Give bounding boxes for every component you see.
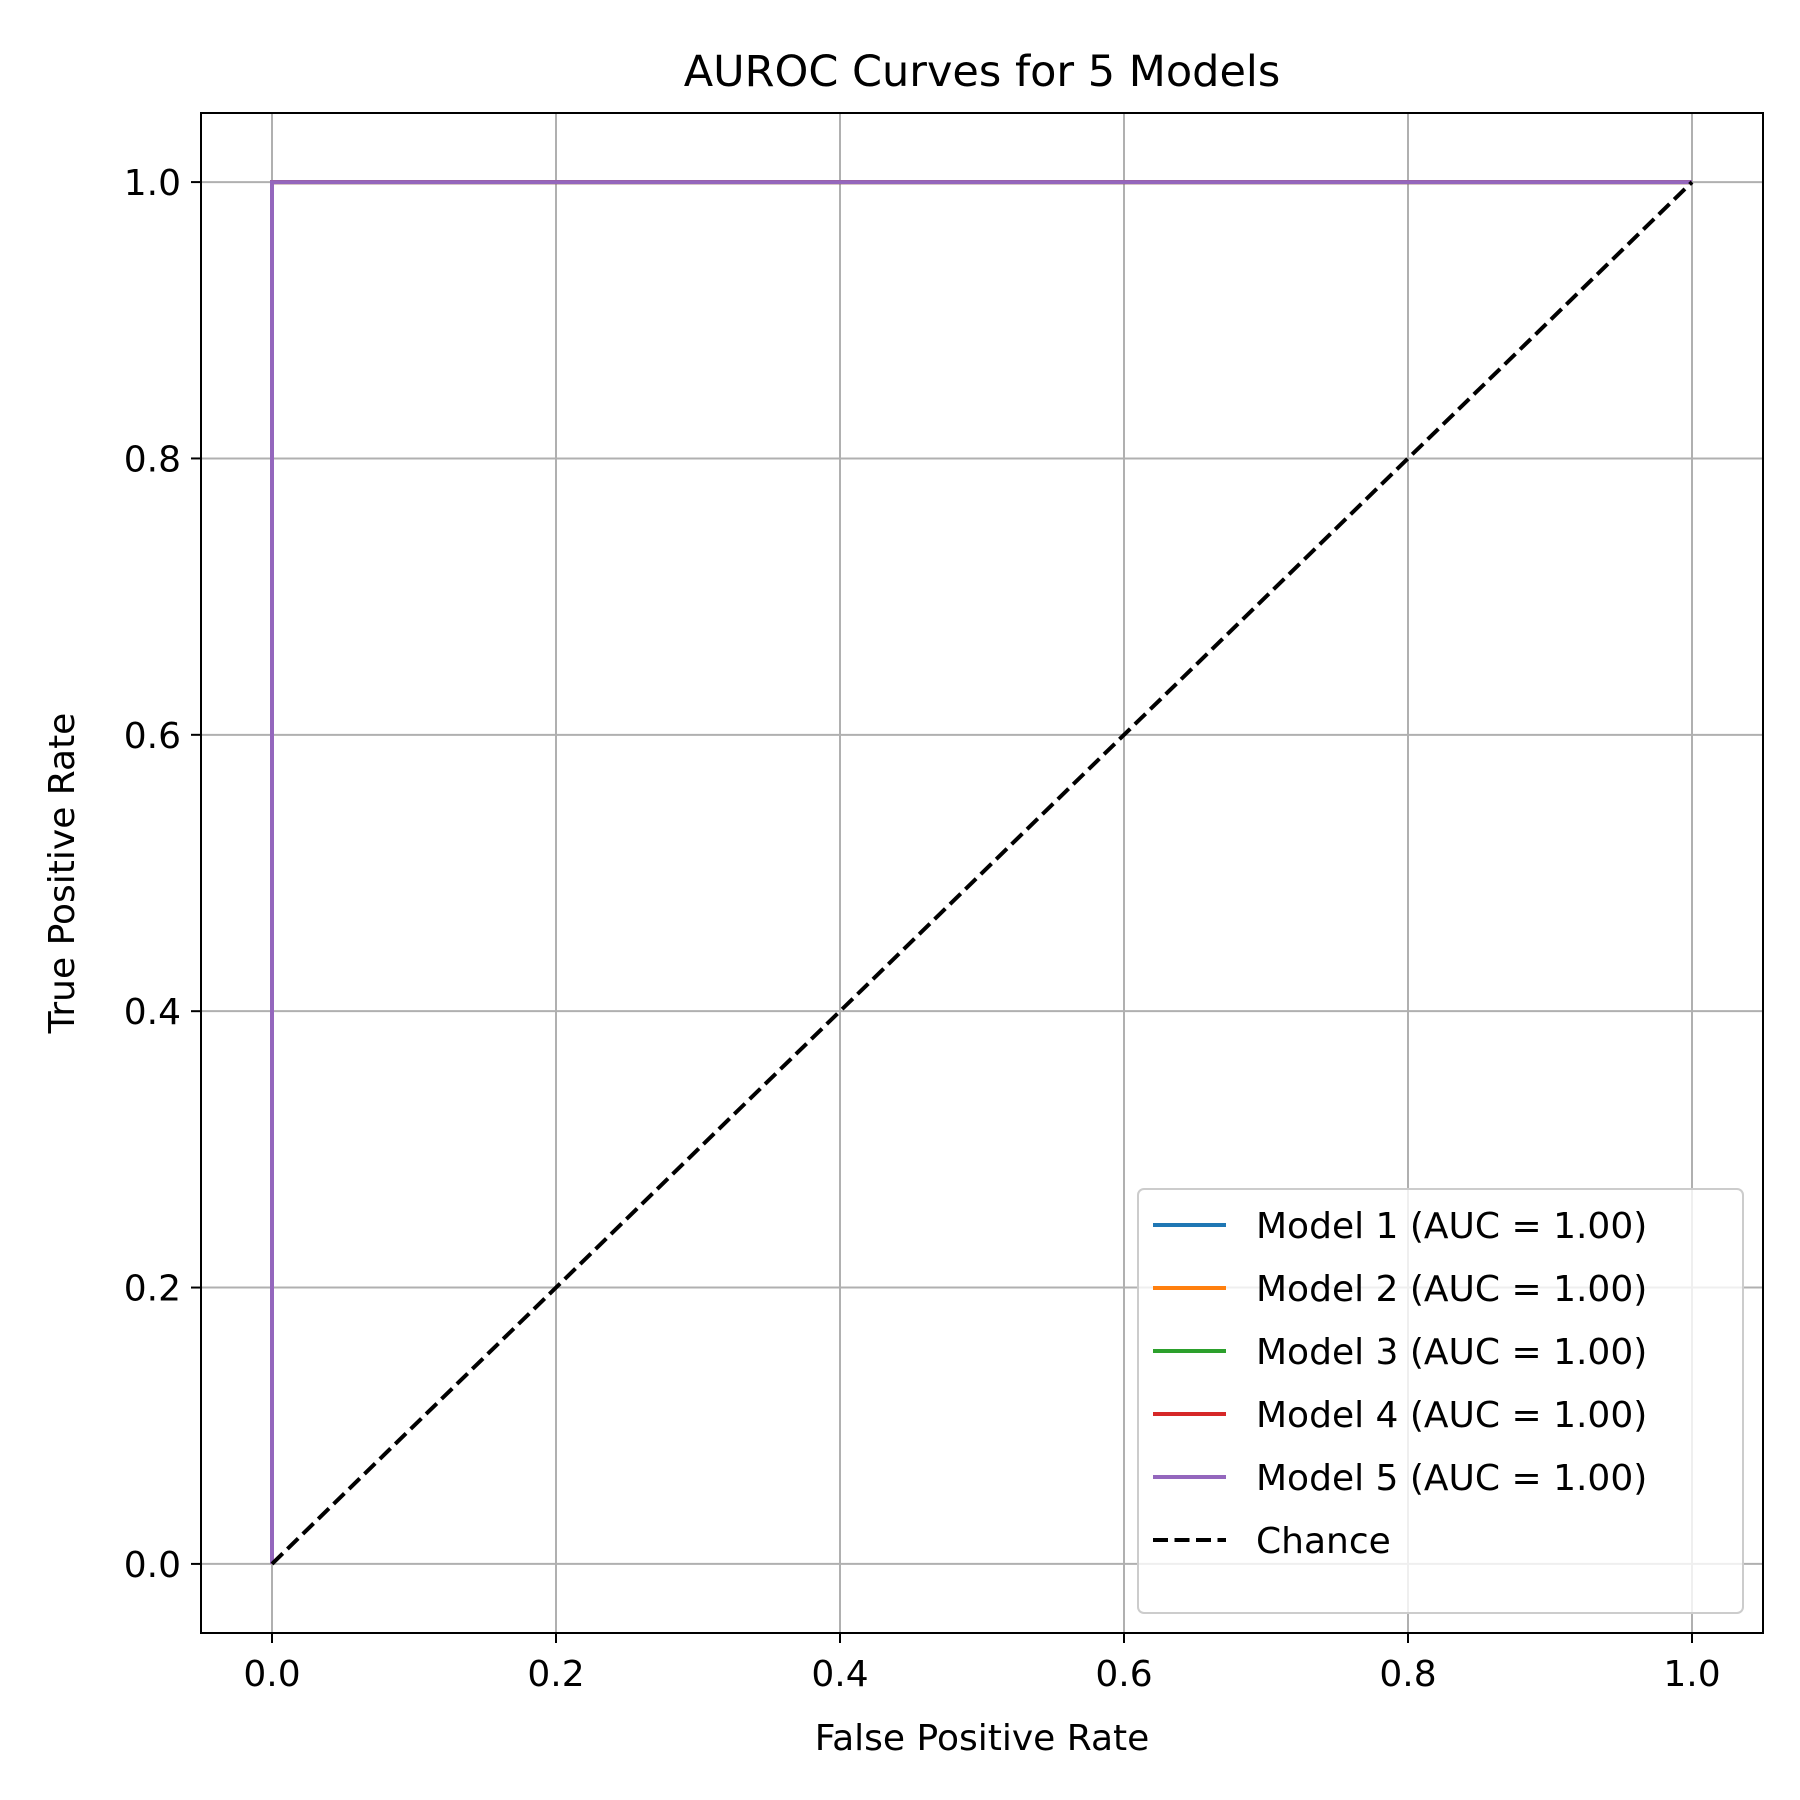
y-tick-label: 0.0 bbox=[124, 1545, 181, 1586]
legend-label-model-3-auc-1-00: Model 3 (AUC = 1.00) bbox=[1256, 1332, 1647, 1373]
x-axis-label: False Positive Rate bbox=[815, 1718, 1150, 1759]
y-tick-label: 0.4 bbox=[124, 992, 181, 1033]
series-line-model-5-auc-1-00 bbox=[270, 180, 1692, 1564]
legend-label-model-2-auc-1-00: Model 2 (AUC = 1.00) bbox=[1256, 1269, 1647, 1310]
plot-frame bbox=[200, 112, 1764, 1634]
x-tick-label: 0.2 bbox=[527, 1654, 584, 1695]
series-line-chance bbox=[270, 180, 1694, 1566]
chart-title: AUROC Curves for 5 Models bbox=[684, 47, 1281, 97]
x-tick-label: 0.4 bbox=[811, 1654, 868, 1695]
x-tick-label: 0.0 bbox=[243, 1654, 300, 1695]
legend-label-model-5-auc-1-00: Model 5 (AUC = 1.00) bbox=[1256, 1458, 1647, 1499]
x-tick-label: 1.0 bbox=[1663, 1654, 1720, 1695]
y-tick-label: 0.6 bbox=[124, 716, 181, 757]
axis-ticks: 0.0 0.2 0.4 0.6 0.8 1.0 0.0 0.2 0.4 0.6 0.8 1.0 bbox=[124, 163, 1721, 1695]
grid-lines bbox=[201, 113, 1763, 1633]
x-tick-label: 0.6 bbox=[1095, 1654, 1152, 1695]
y-tick-label: 0.8 bbox=[124, 439, 181, 480]
y-tick-label: 1.0 bbox=[124, 163, 181, 204]
legend-box bbox=[1137, 1188, 1744, 1614]
legend-label-model-4-auc-1-00: Model 4 (AUC = 1.00) bbox=[1256, 1395, 1647, 1436]
legend: Model 1 (AUC = 1.00) Model 2 (AUC = 1.00)… bbox=[1137, 1188, 1744, 1614]
legend-label-chance: Chance bbox=[1256, 1521, 1391, 1562]
x-tick-label: 0.8 bbox=[1379, 1654, 1436, 1695]
y-axis-label: True Positive Rate bbox=[42, 713, 83, 1035]
legend-label-model-1-auc-1-00: Model 1 (AUC = 1.00) bbox=[1256, 1206, 1647, 1247]
series-lines bbox=[270, 180, 1694, 1566]
y-tick-label: 0.2 bbox=[124, 1269, 181, 1310]
